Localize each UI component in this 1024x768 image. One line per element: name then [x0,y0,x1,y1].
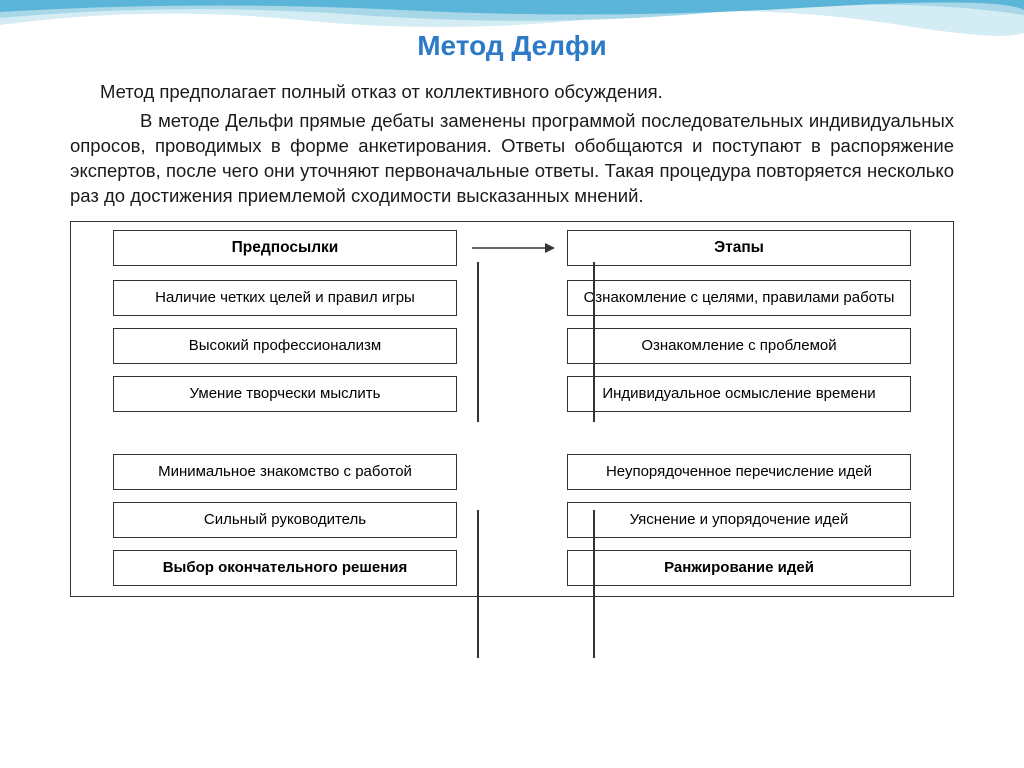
left-box: Сильный руководитель [113,502,457,538]
connector-right-top [593,262,595,422]
intro-sentence-1: Метод предполагает полный отказ от колле… [70,80,954,105]
diagram-row: Наличие четких целей и правил игры Ознак… [83,280,941,316]
right-box: Ознакомление с проблемой [567,328,911,364]
left-header-box: Предпосылки [113,230,457,266]
diagram-row: Высокий профессионализм Ознакомление с п… [83,328,941,364]
right-box: Неупорядоченное перечисление идей [567,454,911,490]
connector-left-bottom [477,510,479,658]
left-box-final: Выбор окончательного решения [113,550,457,586]
right-box: Индивидуальное осмысление времени [567,376,911,412]
connector-right-bottom [593,510,595,658]
diagram-row: Минимальное знакомство с работой Неупоря… [83,454,941,490]
right-box: Ознакомление с целями, правилами работы [567,280,911,316]
left-box: Умение творчески мыслить [113,376,457,412]
connector-left-top [477,262,479,422]
header-row: Предпосылки Этапы [83,230,941,266]
arrow-icon [467,238,557,258]
diagram-row: Умение творчески мыслить Индивидуальное … [83,376,941,412]
left-box: Высокий профессионализм [113,328,457,364]
delphi-diagram: Предпосылки Этапы Наличие четких целей и… [70,221,954,597]
right-box: Уяснение и упорядочение идей [567,502,911,538]
diagram-row: Сильный руководитель Уяснение и упорядоч… [83,502,941,538]
left-box: Наличие четких целей и правил игры [113,280,457,316]
right-box-final: Ранжирование идей [567,550,911,586]
right-header-box: Этапы [567,230,911,266]
diagram-row: Выбор окончательного решения Ранжировани… [83,550,941,586]
intro-paragraph: В методе Дельфи прямые дебаты заменены п… [70,109,954,209]
page-title: Метод Делфи [70,30,954,62]
left-box: Минимальное знакомство с работой [113,454,457,490]
